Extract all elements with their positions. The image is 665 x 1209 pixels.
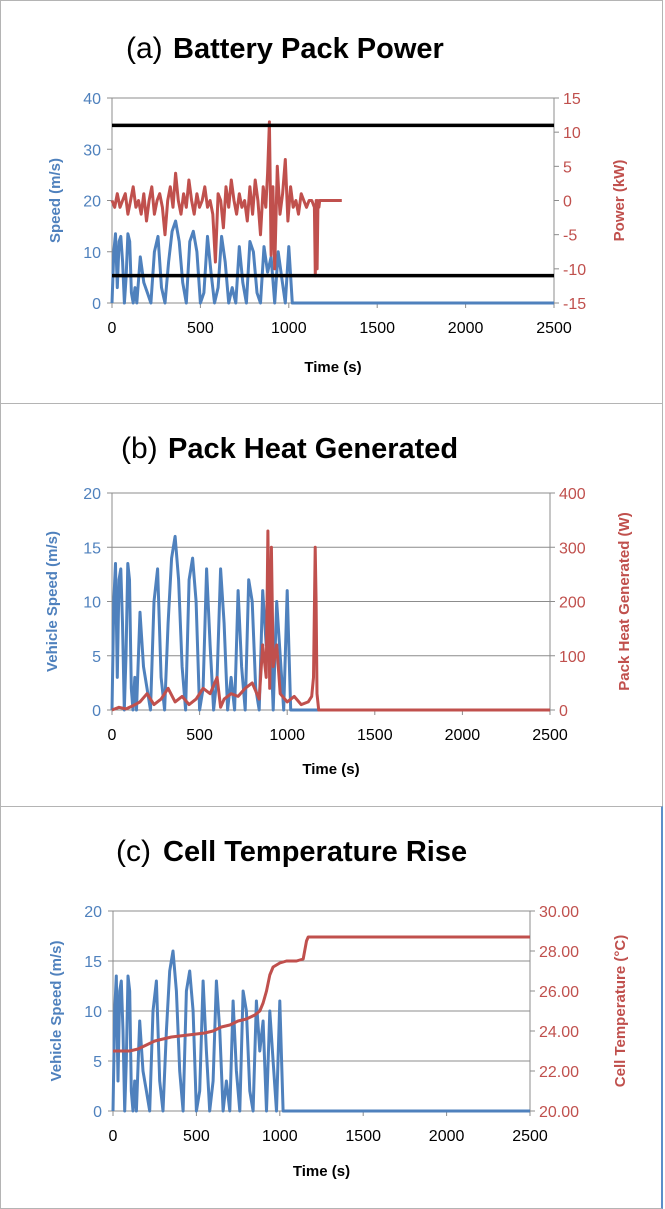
y-right-tick-label: 0 <box>563 194 572 211</box>
x-tick-label: 1000 <box>262 1128 298 1145</box>
x-tick-label: 0 <box>108 727 117 744</box>
y-left-tick-label: 0 <box>93 1104 102 1121</box>
chart-title-prefix: (c) <box>116 835 151 868</box>
series-vehicle-speed <box>110 534 550 712</box>
x-axis-title: Time (s) <box>302 761 359 778</box>
y-left-tick-label: 0 <box>92 703 101 720</box>
y-right-tick-label: 30.00 <box>539 904 579 921</box>
x-tick-label: 1500 <box>359 320 395 337</box>
y-left-tick-label: 30 <box>83 142 101 159</box>
y-right-tick-label: -5 <box>563 228 577 245</box>
panel-battery-pack-power: (a) Battery Pack Power 0 10 20 30 40 -15 -10 -5 0 5… <box>0 0 663 404</box>
chart-title-prefix: (a) <box>126 32 163 65</box>
series-right-axis <box>110 120 342 278</box>
y-right-tick-label: 15 <box>563 91 581 108</box>
series-right-axis <box>111 529 550 712</box>
y-right-tick-label: 0 <box>559 703 568 720</box>
x-tick-label: 2500 <box>532 727 568 744</box>
y-right-tick-label: 24.00 <box>539 1024 579 1041</box>
chart-battery-pack-power: (a) Battery Pack Power 0 10 20 30 40 -15 -10 -5 0 5… <box>47 32 628 376</box>
y-left-tick-label: 15 <box>84 954 102 971</box>
y-right-tick-label: -15 <box>563 296 586 313</box>
x-axis-title: Time (s) <box>304 359 361 376</box>
chart-pack-heat-generated: (b) Pack Heat Generated051015200100200300… <box>44 432 633 778</box>
y-left-axis-title: Speed (m/s) <box>47 158 64 243</box>
x-axis-title: Time (s) <box>293 1163 350 1180</box>
x-tick-label: 0 <box>108 320 117 337</box>
x-tick-label: 2500 <box>512 1128 548 1145</box>
y-left-tick-label: 0 <box>92 296 101 313</box>
x-tick-label: 2500 <box>536 320 572 337</box>
y-right-tick-label: 26.00 <box>539 984 579 1001</box>
y-right-axis-title: Power (kW) <box>611 160 628 242</box>
x-tick-label: 2000 <box>429 1128 465 1145</box>
y-right-tick-label: -10 <box>563 262 586 279</box>
chart-title: Cell Temperature Rise <box>163 836 467 868</box>
x-tick-label: 1500 <box>357 727 393 744</box>
y-right-tick-label: 28.00 <box>539 944 579 961</box>
y-left-tick-label: 20 <box>83 194 101 211</box>
series-vehicle-speed <box>110 219 554 305</box>
y-right-tick-label: 200 <box>559 595 586 612</box>
y-left-axis-title: Vehicle Speed (m/s) <box>44 531 61 672</box>
x-tick-label: 2000 <box>445 727 481 744</box>
chart-cell-temperature-rise: (c) Cell Temperature Rise 0 5 10 15 20 20.00 22.… <box>48 835 629 1180</box>
y-right-axis-title: Pack Heat Generated (W) <box>616 512 633 690</box>
x-tick-label: 500 <box>183 1128 210 1145</box>
x-tick-label: 1500 <box>345 1128 381 1145</box>
y-right-tick-label: 100 <box>559 649 586 666</box>
panel-pack-heat-generated: (b) Pack Heat Generated 0 5 10 15 20 0 100 200 300… <box>0 403 663 807</box>
y-left-tick-label: 10 <box>83 595 101 612</box>
y-left-axis-title: Vehicle Speed (m/s) <box>48 941 65 1082</box>
y-left-tick-label: 10 <box>83 245 101 262</box>
y-left-tick-label: 15 <box>83 540 101 557</box>
x-tick-label: 2000 <box>448 320 484 337</box>
series-vehicle-speed <box>111 949 530 1113</box>
y-right-tick-label: 10 <box>563 125 581 142</box>
x-tick-label: 500 <box>187 320 214 337</box>
y-right-tick-label: 400 <box>559 486 586 503</box>
series-right-axis <box>113 935 530 1053</box>
y-left-tick-label: 40 <box>83 91 101 108</box>
x-tick-label: 1000 <box>271 320 307 337</box>
y-right-tick-label: 5 <box>563 159 572 176</box>
y-right-axis-title: Cell Temperature (°C) <box>612 935 629 1087</box>
y-left-tick-label: 20 <box>84 904 102 921</box>
y-left-tick-label: 5 <box>92 649 101 666</box>
y-left-tick-label: 20 <box>83 486 101 503</box>
chart-title-prefix: (b) <box>121 432 158 465</box>
y-right-tick-label: 300 <box>559 540 586 557</box>
x-tick-label: 0 <box>109 1128 118 1145</box>
y-right-tick-label: 22.00 <box>539 1064 579 1081</box>
x-tick-label: 500 <box>186 727 213 744</box>
y-left-tick-label: 10 <box>84 1004 102 1021</box>
y-left-tick-label: 5 <box>93 1054 102 1071</box>
y-right-tick-label: 20.00 <box>539 1104 579 1121</box>
panel-cell-temperature-rise: (c) Cell Temperature Rise 0 5 10 15 20 20.00 22.… <box>0 806 663 1209</box>
chart-title: Battery Pack Power <box>173 33 444 65</box>
chart-title: Pack Heat Generated <box>168 433 458 465</box>
x-tick-label: 1000 <box>269 727 305 744</box>
